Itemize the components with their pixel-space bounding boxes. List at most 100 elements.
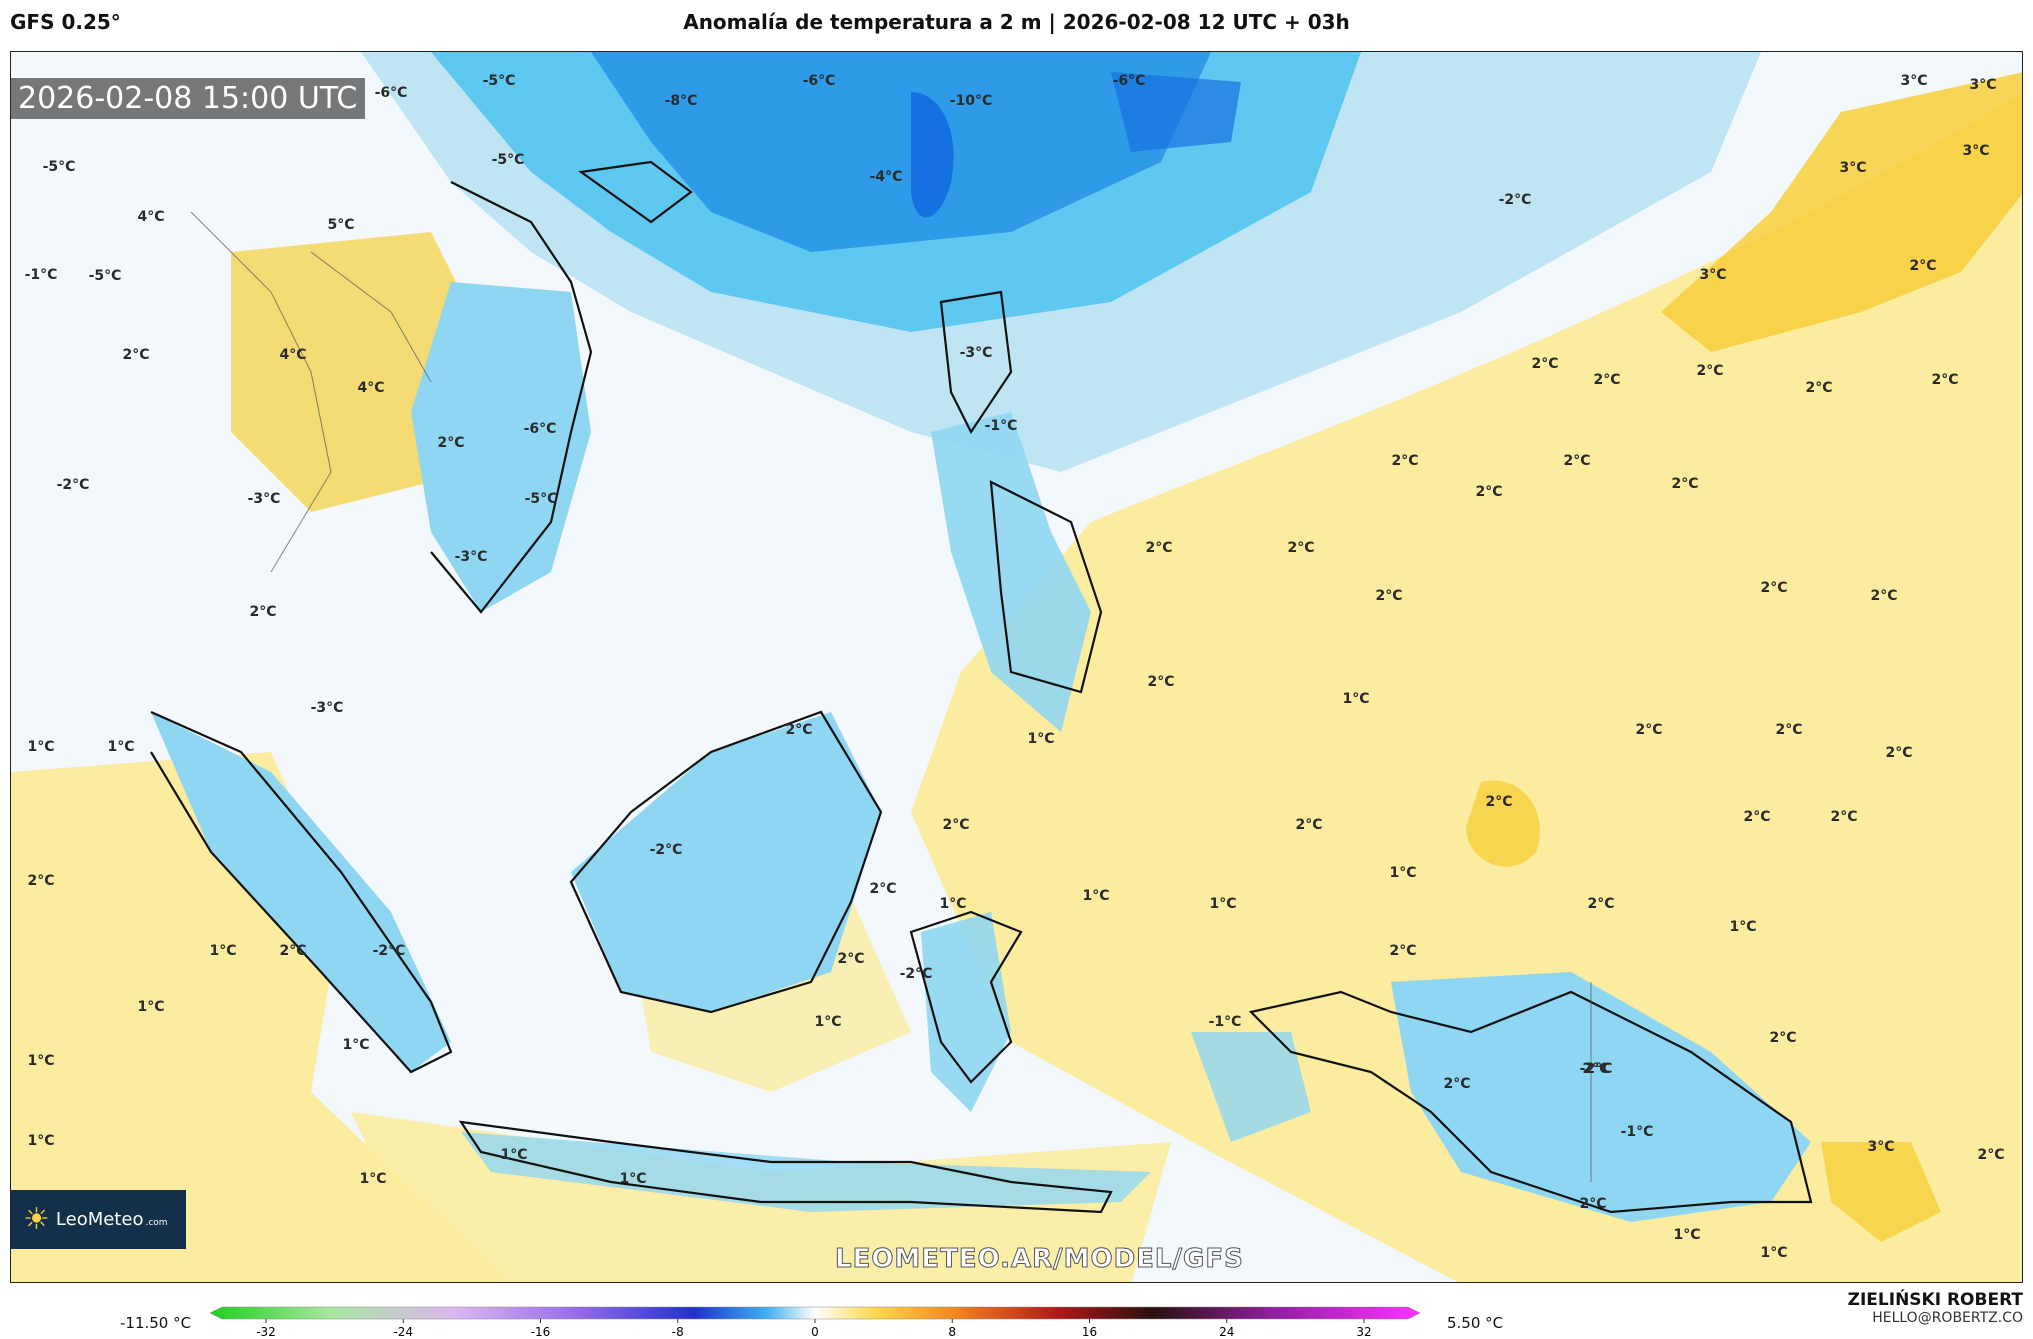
colorbar: -32 -24 -16 -8 0 8 16 24 32 [210,1306,1420,1339]
isotherm-label: 1°C [500,1147,528,1163]
isotherm-label: 2°C [1145,540,1173,556]
colorbar-min-label: -11.50 °C [120,1314,192,1332]
isotherm-label: 1°C [137,999,165,1015]
isotherm-label: 2°C [1582,1061,1610,1077]
isotherm-label: 2°C [279,943,307,959]
isotherm-label: 2°C [1743,809,1771,825]
isotherm-label: 2°C [1485,794,1513,810]
isotherm-label: 2°C [437,435,465,451]
isotherm-label: 2°C [1287,540,1315,556]
isotherm-label: -2°C [1498,192,1532,208]
colorbar-tick-label: -32 [256,1325,276,1339]
map-title: Anomalía de temperatura a 2 m | 2026-02-… [683,10,1350,34]
isotherm-label: 1°C [1729,919,1757,935]
leometeo-logo: ☀ LeoMeteo .com [11,1190,186,1249]
isotherm-label: 2°C [1375,588,1403,604]
isotherm-label: -3°C [310,700,344,716]
author-credit: ZIELIŃSKI ROBERT HELLO@ROBERTZ.CO [1848,1290,2023,1326]
isotherm-label: 1°C [1342,691,1370,707]
isotherm-label: 2°C [1531,356,1559,372]
isotherm-label: -5°C [524,491,558,507]
isotherm-label: 3°C [1867,1139,1895,1155]
temperature-anomaly-map[interactable]: -6°C -5°C -8°C -6°C -10°C -6°C 3°C 3°C -5°C -5°C -… [10,51,2023,1283]
isotherm-label: 2°C [942,817,970,833]
isotherm-label: -10°C [949,93,993,109]
isotherm-label: 2°C [249,604,277,620]
isotherm-label: -6°C [802,73,836,89]
isotherm-label: 2°C [869,881,897,897]
colorbar-tick-label: 16 [1082,1325,1097,1339]
isotherm-label: 2°C [837,951,865,967]
isotherm-label: 4°C [357,380,385,396]
isotherm-label: 1°C [342,1037,370,1053]
isotherm-label: -6°C [374,85,408,101]
isotherm-label: 2°C [1295,817,1323,833]
isotherm-label: -2°C [1579,1061,1613,1077]
isotherm-label: 2°C [27,873,55,889]
isotherm-label: -6°C [1112,73,1146,89]
colorbar-tick-label: 8 [948,1325,956,1339]
isotherm-label: -5°C [491,152,525,168]
isotherm-label: 2°C [1587,896,1615,912]
colorbar-tick-label: -16 [531,1325,551,1339]
colorbar-max-label: 5.50 °C [1447,1314,1504,1332]
isotherm-label: 1°C [359,1171,387,1187]
isotherm-label: 2°C [1391,453,1419,469]
isotherm-label: 2°C [1760,580,1788,596]
isotherm-label: -5°C [42,159,76,175]
isotherm-label: 4°C [279,347,307,363]
isotherm-label: -6°C [523,421,557,437]
isotherm-label: 4°C [137,209,165,225]
isotherm-label: 1°C [1673,1227,1701,1243]
isotherm-label: 1°C [619,1171,647,1187]
isotherm-label: 1°C [814,1014,842,1030]
isotherm-label: -1°C [1208,1014,1242,1030]
isotherm-label: 2°C [122,347,150,363]
isotherm-label: 2°C [1909,258,1937,274]
isotherm-label: -4°C [869,169,903,185]
isotherm-label: -2°C [56,477,90,493]
isotherm-label: 2°C [1931,372,1959,388]
isotherm-label: 3°C [1839,160,1867,176]
isotherm-label: 2°C [1830,809,1858,825]
isotherm-label: 2°C [1579,1196,1607,1212]
isotherm-label: 2°C [1563,453,1591,469]
isotherm-label: -2°C [372,943,406,959]
isotherm-label: -8°C [664,93,698,109]
colorbar-tick-label: 0 [811,1325,819,1339]
isotherm-label: 2°C [1977,1147,2005,1163]
author-email[interactable]: HELLO@ROBERTZ.CO [1872,1310,2023,1326]
isotherm-label: 2°C [1389,943,1417,959]
isotherm-label: 1°C [27,1133,55,1149]
isotherm-label: -5°C [88,268,122,284]
isotherm-label: 2°C [1805,380,1833,396]
logo-suffix: .com [145,1217,168,1228]
isotherm-label: 1°C [209,943,237,959]
isotherm-label: -1°C [24,267,58,283]
colorbar-tick-label: -8 [672,1325,684,1339]
isotherm-label: 1°C [1027,731,1055,747]
isotherm-label: -1°C [1620,1124,1654,1140]
isotherm-label: 3°C [1900,73,1928,89]
isotherm-label: -5°C [482,73,516,89]
isotherm-label: 3°C [1962,143,1990,159]
isotherm-label: 1°C [1760,1245,1788,1261]
isotherm-label: 2°C [1593,372,1621,388]
model-name: GFS 0.25° [10,10,121,34]
isotherm-label: 1°C [27,1053,55,1069]
isotherm-label: 2°C [1147,674,1175,690]
logo-text: LeoMeteo [55,1209,144,1230]
isotherm-label: -3°C [454,549,488,565]
isotherm-label: 1°C [107,739,135,755]
isotherm-label: 2°C [1870,588,1898,604]
colorbar-tick-label: 24 [1219,1325,1234,1339]
isotherm-label: -3°C [959,345,993,361]
isotherm-label: 2°C [785,722,813,738]
isotherm-label: 2°C [1671,476,1699,492]
map-fields [11,52,2022,1282]
isotherm-label: -2°C [899,966,933,982]
watermark-url: LEOMETEO.AR/MODEL/GFS [835,1244,1244,1275]
isotherm-label: 3°C [1699,267,1727,283]
isotherm-label: 1°C [1082,888,1110,904]
isotherm-label: 3°C [1969,77,1997,93]
